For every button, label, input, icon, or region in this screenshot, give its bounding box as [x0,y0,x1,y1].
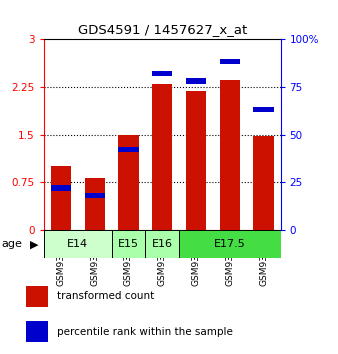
Bar [26,286,48,307]
Text: E16: E16 [152,239,173,249]
Bar [254,107,274,112]
Bar [26,321,48,343]
Bar [84,193,105,198]
Bar [186,79,206,84]
Bar [152,84,172,230]
Bar [254,136,274,230]
Bar [145,230,179,258]
Bar [186,91,206,230]
Bar [51,185,71,190]
Text: E15: E15 [118,239,139,249]
Bar [84,178,105,230]
Text: percentile rank within the sample: percentile rank within the sample [57,327,233,337]
Bar [118,135,139,230]
Bar [51,166,71,230]
Text: E14: E14 [67,239,88,249]
Bar [220,80,240,230]
Text: age: age [2,239,23,249]
Text: ▶: ▶ [29,239,38,249]
Text: transformed count: transformed count [57,291,154,302]
Bar [220,59,240,64]
Bar [112,230,145,258]
Title: GDS4591 / 1457627_x_at: GDS4591 / 1457627_x_at [78,23,247,36]
Text: E17.5: E17.5 [214,239,246,249]
Bar [152,71,172,76]
Bar [118,147,139,152]
Bar [44,230,112,258]
Bar [179,230,281,258]
